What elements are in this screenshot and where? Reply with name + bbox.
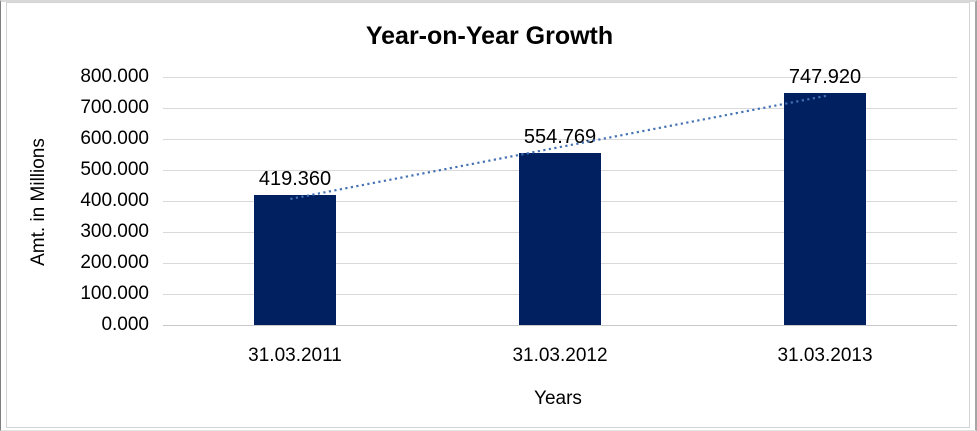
y-tick-label: 0.000 xyxy=(101,314,149,335)
x-tick-label: 31.03.2011 xyxy=(248,345,342,366)
y-tick-label: 500.000 xyxy=(80,159,149,180)
y-tick-label: 700.000 xyxy=(80,97,149,118)
bar-value-label: 747.920 xyxy=(788,66,862,88)
bar xyxy=(784,93,866,325)
y-tick-label: 200.000 xyxy=(80,252,149,273)
y-tick-label: 600.000 xyxy=(80,128,149,149)
x-axis-line xyxy=(163,325,957,326)
y-tick-label: 100.000 xyxy=(80,283,149,304)
y-axis-title: Amt. in Millions xyxy=(28,138,49,266)
chart-title: Year-on-Year Growth xyxy=(365,22,614,50)
y-tick-label: 800.000 xyxy=(80,66,149,87)
bar-value-label: 419.360 xyxy=(258,168,332,190)
y-tick-label: 300.000 xyxy=(80,221,149,242)
bar xyxy=(254,195,336,325)
bar-value-label: 554.769 xyxy=(523,126,597,148)
gridline xyxy=(163,77,957,78)
bar xyxy=(519,153,601,325)
x-tick-label: 31.03.2012 xyxy=(512,345,608,366)
x-tick-label: 31.03.2013 xyxy=(777,345,873,366)
y-tick-label: 400.000 xyxy=(80,190,149,211)
x-axis-title: Years xyxy=(534,388,582,409)
